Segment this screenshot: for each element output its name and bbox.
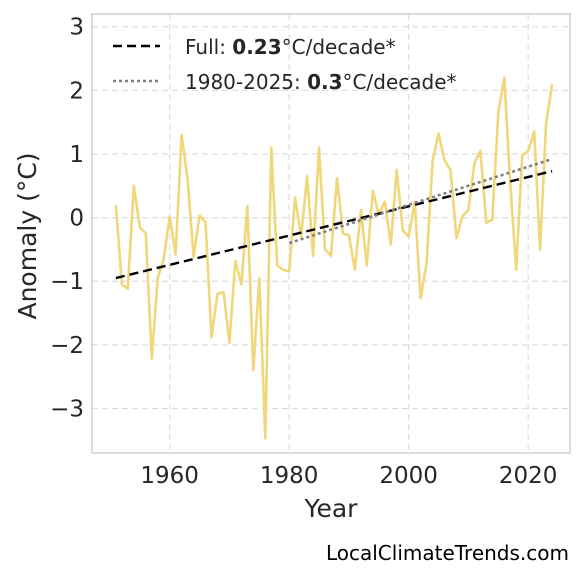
legend-recent-value: 0.3	[307, 70, 342, 94]
legend-full-prefix: Full:	[185, 35, 232, 59]
legend-recent-prefix: 1980-2025:	[185, 70, 307, 94]
y-tick-label-1: 1	[69, 142, 84, 168]
legend-entry-recent: 1980-2025: 0.3°C/decade*	[185, 70, 457, 94]
x-tick-label-1980: 1980	[260, 463, 319, 489]
y-tick-label--2: −2	[50, 333, 84, 359]
anomaly-line	[114, 76, 554, 440]
y-tick-label--3: −3	[50, 396, 84, 422]
x-axis-label: Year	[304, 494, 359, 523]
legend-full-suffix: °C/decade*	[282, 35, 396, 59]
legend-entry-full: Full: 0.23°C/decade*	[185, 35, 396, 59]
legend-recent-suffix: °C/decade*	[343, 70, 457, 94]
y-axis-label: Anomaly (°C)	[13, 152, 42, 319]
x-tick-label-2000: 2000	[379, 463, 438, 489]
trend-line-full	[115, 169, 553, 280]
plot-frame	[91, 13, 571, 454]
x-axis-ticks: 1960 1980 2000 2020	[140, 463, 557, 489]
x-tick-label-2020: 2020	[499, 463, 558, 489]
y-tick-label-3: 3	[69, 15, 84, 41]
credit-text: LocalClimateTrends.com	[326, 541, 569, 565]
y-tick-label-2: 2	[69, 78, 84, 104]
x-tick-label-1960: 1960	[140, 463, 199, 489]
grid	[92, 14, 570, 453]
y-axis-ticks: −3 −2 −1 0 1 2 3	[50, 15, 84, 423]
legend-full-value: 0.23	[232, 35, 281, 59]
trend-line-recent	[288, 157, 553, 245]
legend: Full: 0.23°C/decade* 1980-2025: 0.3°C/de…	[113, 35, 457, 94]
y-tick-label--1: −1	[50, 269, 84, 295]
series-layer	[114, 76, 554, 440]
y-tick-label-0: 0	[69, 206, 84, 232]
